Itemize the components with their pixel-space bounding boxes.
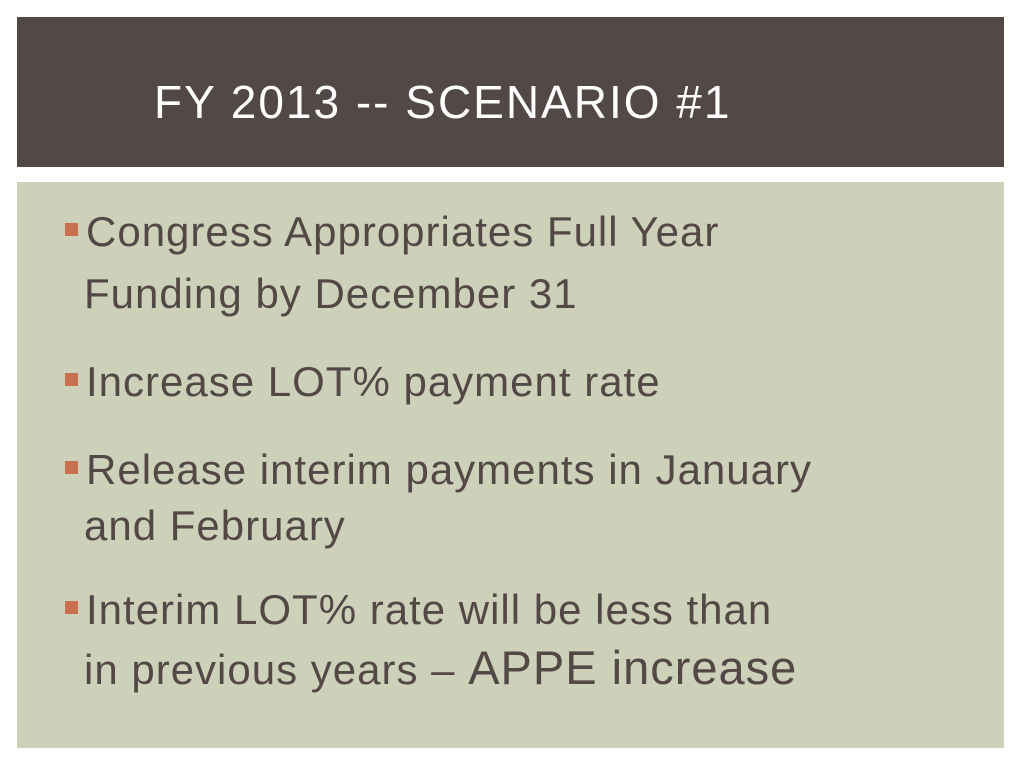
square-bullet-icon (65, 461, 78, 474)
bullet-text-line: Release interim payments in January (86, 446, 812, 493)
bullet-text-line: Increase LOT% payment rate (86, 358, 661, 405)
bullet-text-line: and February (84, 502, 346, 549)
square-bullet-icon (65, 601, 78, 614)
square-bullet-icon (65, 223, 78, 236)
content-panel: Congress Appropriates Full Year Funding … (17, 182, 1004, 748)
square-bullet-icon (65, 373, 78, 386)
slide-title: FY 2013 -- SCENARIO #1 (154, 76, 732, 128)
bullet-text-line: Interim LOT% rate will be less than (86, 586, 773, 633)
bullet-text-emphasis: APPE increase (468, 641, 798, 694)
bullet-text-line: Funding by December 31 (84, 270, 578, 317)
bullet-text-segment: in previous years – (84, 646, 469, 693)
bullet-text-line: Congress Appropriates Full Year (86, 208, 720, 255)
bullet-text-line: in previous years – APPE increase (84, 638, 797, 700)
title-bar (17, 17, 1004, 167)
